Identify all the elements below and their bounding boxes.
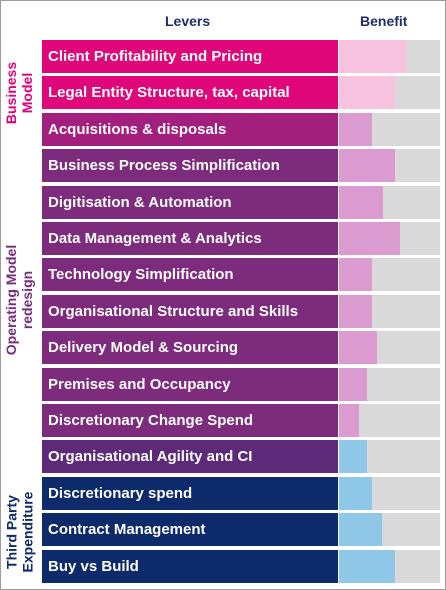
benefit-bar-fill [339,295,372,328]
lever-row: Client Profitability and Pricing [42,40,338,73]
lever-row: Buy vs Build [42,550,338,583]
lever-row: Organisational Structure and Skills [42,295,338,328]
benefit-bar-track [339,477,440,510]
benefit-bar-track [339,113,440,146]
benefit-bar-fill [339,40,406,73]
benefit-bar-fill [339,513,382,546]
group-label-line: Operating Model [3,244,20,356]
benefit-bar-track [339,513,440,546]
lever-row: Discretionary spend [42,477,338,510]
benefit-bar-track [339,40,440,73]
benefit-bar-fill [339,186,383,219]
lever-row: Digitisation & Automation [42,186,338,219]
levers-header: Levers [165,13,211,29]
lever-row: Organisational Agility and CI [42,440,338,473]
benefit-bar-fill [339,258,372,291]
benefit-bar-track [339,368,440,401]
group-label-line: Third Party [3,495,19,569]
benefit-bar-fill [339,477,372,510]
benefit-bar-fill [339,222,400,255]
lever-row: Technology Simplification [42,258,338,291]
group-label-line: Expenditure [19,491,35,573]
lever-row: Business Process Simplification [42,149,338,182]
group-label-line: Model [19,72,35,114]
benefit-bar-track [339,440,440,473]
benefit-bar-track [339,76,440,109]
benefit-bar-track [339,331,440,364]
benefit-bar-track [339,258,440,291]
benefit-bar-fill [339,550,395,583]
benefit-bar-track [339,222,440,255]
lever-row: Contract Management [42,513,338,546]
benefit-bar-fill [339,404,359,437]
benefit-bar-fill [339,368,367,401]
group-label: Operating Model redesign [3,150,35,450]
group-label-line: Business [3,61,19,125]
benefit-bar-track [339,186,440,219]
benefit-bar-fill [339,76,395,109]
group-label: Business Model [3,38,35,148]
benefit-bar-fill [339,440,367,473]
lever-row: Premises and Occupancy [42,368,338,401]
lever-row: Legal Entity Structure, tax, capital [42,76,338,109]
group-label: Third Party Expenditure [3,480,35,584]
benefit-bar-track [339,550,440,583]
benefit-bar-fill [339,149,395,182]
benefit-bar-track [339,404,440,437]
lever-row: Data Management & Analytics [42,222,338,255]
lever-row: Delivery Model & Sourcing [42,331,338,364]
benefit-bar-track [339,295,440,328]
lever-row: Discretionary Change Spend [42,404,338,437]
benefit-bar-track [339,149,440,182]
group-label-line: redesign [19,270,36,330]
benefit-header: Benefit [360,13,408,29]
benefit-bar-fill [339,113,372,146]
benefit-bar-fill [339,331,377,364]
lever-row: Acquisitions & disposals [42,113,338,146]
